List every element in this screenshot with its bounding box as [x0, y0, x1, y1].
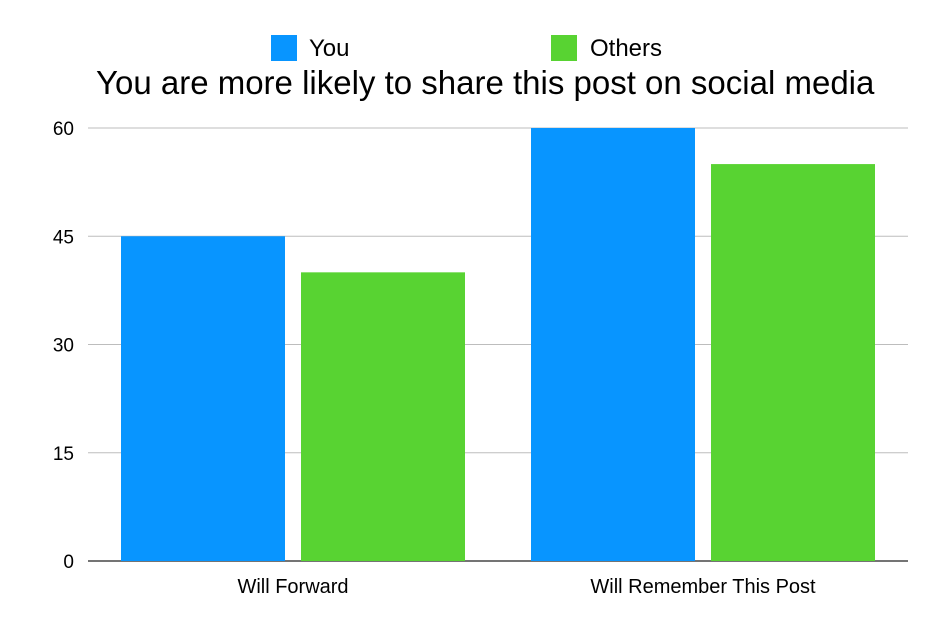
x-category-label: Will Forward [237, 576, 348, 598]
x-category-label: Will Remember This Post [590, 576, 816, 598]
y-tick-label: 30 [53, 336, 74, 357]
chart-title: You are more likely to share this post o… [96, 64, 875, 101]
y-tick-label: 15 [53, 444, 74, 465]
legend: You Others [271, 35, 662, 62]
y-tick-label: 0 [63, 552, 74, 573]
y-tick-label: 60 [53, 119, 74, 140]
bar-others-1 [711, 164, 875, 562]
bar-others-0 [301, 272, 465, 561]
y-axis-ticks: 0 15 30 45 60 [53, 119, 74, 573]
legend-label-you: You [309, 35, 350, 62]
bar-you-1 [531, 128, 695, 561]
bars [121, 128, 875, 562]
x-axis-labels: Will Forward Will Remember This Post [237, 576, 816, 598]
bar-you-0 [121, 236, 285, 561]
legend-swatch-others [551, 35, 577, 61]
y-tick-label: 45 [53, 227, 74, 248]
legend-swatch-you [271, 35, 297, 61]
legend-label-others: Others [590, 35, 662, 62]
